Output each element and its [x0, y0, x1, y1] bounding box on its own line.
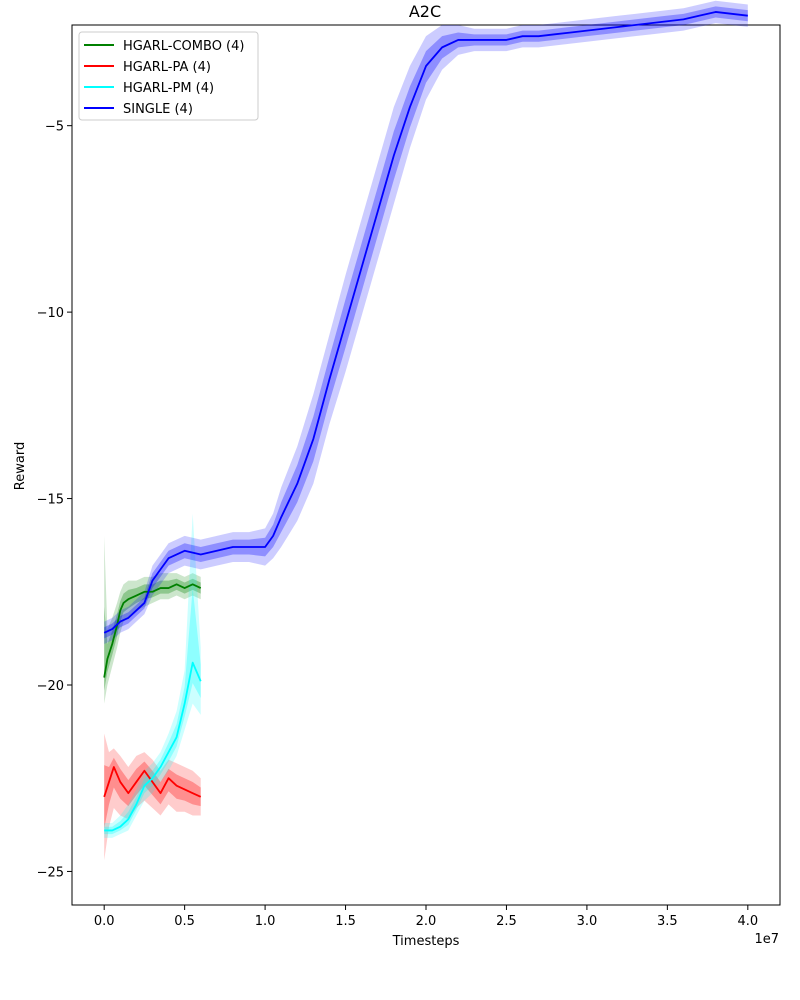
series-line-single-4 — [103, 11, 748, 634]
x-tick-label: 1.0 — [255, 914, 276, 929]
legend-label-hgarl-combo-4: HGARL-COMBO (4) — [123, 39, 244, 54]
x-tick-label: 0.5 — [174, 914, 195, 929]
series-lines — [103, 11, 748, 832]
y-tick-label: −10 — [37, 306, 64, 321]
band-outer-hgarl-combo-4 — [104, 535, 201, 704]
y-axis-label: Reward — [13, 442, 28, 490]
y-tick-label: −25 — [37, 865, 64, 880]
band-inner-hgarl-pa-4 — [104, 757, 201, 829]
x-tick-label: 1.5 — [335, 914, 356, 929]
chart-title: A2C — [409, 2, 441, 21]
legend-label-hgarl-pa-4: HGARL-PA (4) — [123, 60, 211, 75]
x-tick-label: 4.0 — [737, 914, 758, 929]
x-tick-label: 3.5 — [657, 914, 678, 929]
band-inner-hgarl-pm-4 — [104, 588, 201, 835]
y-axis-ticks: −5 −10 −15 −20 −25 — [37, 120, 72, 880]
legend-label-hgarl-pm-4: HGARL-PM (4) — [123, 81, 214, 96]
series-line-hgarl-combo-4 — [103, 583, 202, 678]
series-bands — [104, 0, 748, 861]
legend: HGARL-COMBO (4) HGARL-PA (4) HGARL-PM (4) S… — [78, 31, 259, 121]
y-tick-label: −20 — [37, 679, 64, 694]
series-line-hgarl-pa-4 — [103, 766, 202, 798]
x-axis-ticks: 0.0 0.5 1.0 1.5 2.0 2.5 3.0 3.5 4.0 — [94, 905, 758, 929]
x-axis-offset-label: 1e7 — [754, 932, 779, 947]
x-tick-label: 2.0 — [416, 914, 437, 929]
x-tick-label: 2.5 — [496, 914, 517, 929]
band-inner-hgarl-combo-4 — [104, 578, 201, 691]
legend-box — [78, 31, 259, 121]
x-tick-label: 3.0 — [577, 914, 598, 929]
y-tick-label: −5 — [45, 120, 64, 135]
series-line-hgarl-pm-4 — [104, 661, 202, 832]
band-outer-hgarl-pm-4 — [104, 513, 201, 838]
band-outer-hgarl-pa-4 — [104, 733, 201, 861]
legend-label-single-4: SINGLE (4) — [123, 102, 193, 117]
x-tick-label: 0.0 — [94, 914, 115, 929]
x-axis-label: Timesteps — [392, 934, 460, 949]
y-tick-label: −15 — [37, 493, 64, 508]
